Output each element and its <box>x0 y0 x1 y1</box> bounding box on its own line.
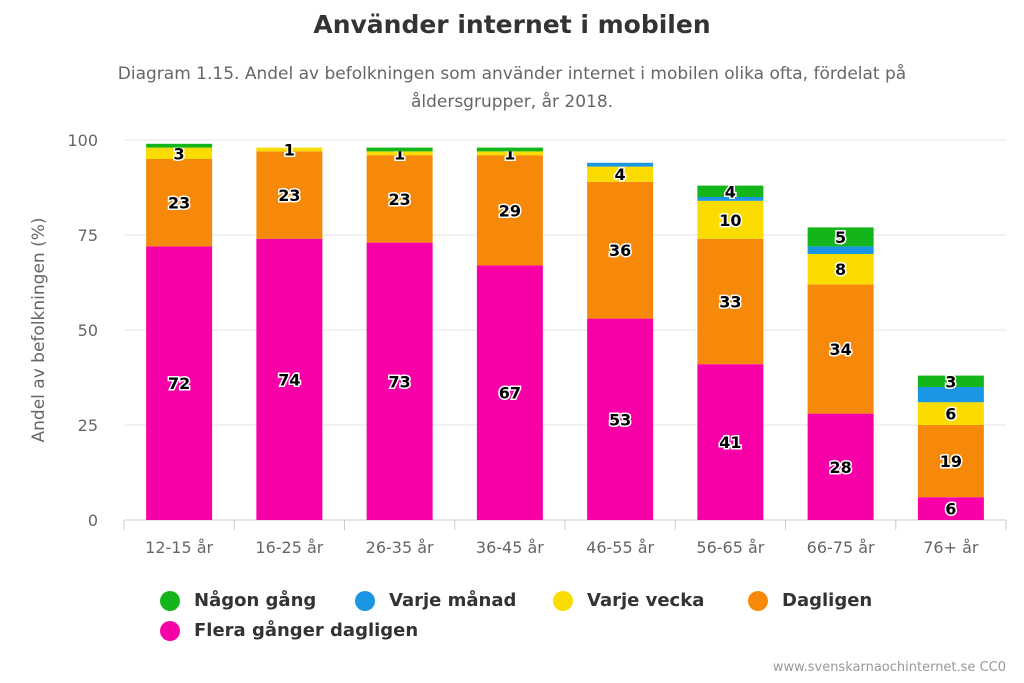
data-label: 6 <box>945 405 956 424</box>
data-label: 41 <box>719 433 741 452</box>
bar-segment <box>256 238 323 521</box>
data-label: 3 <box>945 372 956 391</box>
bar-segment <box>917 387 984 403</box>
bar-segment <box>476 265 543 520</box>
legend-label: Varje vecka <box>587 590 705 611</box>
y-tick-label: 25 <box>78 416 98 435</box>
bar-segment <box>476 147 543 152</box>
bar-segment <box>807 413 874 520</box>
y-tick-label: 0 <box>88 511 98 530</box>
bar-segment <box>807 246 874 254</box>
bar-segment <box>697 197 764 201</box>
data-label: 28 <box>829 458 851 477</box>
x-tick-label: 56-65 år <box>696 538 764 557</box>
data-label: 5 <box>835 228 846 247</box>
legend-item-flera-ganger-dagligen[interactable]: Flera gånger dagligen <box>160 620 418 641</box>
data-label: 1 <box>504 144 515 163</box>
legend-swatch-varje-vecka <box>553 590 573 611</box>
bar-segment <box>697 238 764 365</box>
bar-segment <box>697 185 764 197</box>
bar-segment <box>476 155 543 266</box>
data-label: 23 <box>278 186 300 205</box>
legend-label: Flera gånger dagligen <box>194 620 419 641</box>
legend-label: Någon gång <box>194 590 317 611</box>
bar-segment <box>366 151 433 156</box>
data-label: 8 <box>835 260 846 279</box>
bar-segment <box>146 147 213 159</box>
bar-segment <box>476 151 543 156</box>
source-credit[interactable]: www.svenskarnaochinternet.se CC0 <box>772 660 1006 675</box>
data-label: 36 <box>609 241 631 260</box>
data-label: 1 <box>284 141 295 160</box>
x-tick-label: 12-15 år <box>145 538 213 557</box>
x-tick-label: 66-75 år <box>807 538 875 557</box>
legend-item-dagligen[interactable]: Dagligen <box>748 590 872 611</box>
bar-segment <box>366 147 433 152</box>
legend-label: Dagligen <box>782 590 873 611</box>
data-label: 23 <box>168 194 190 213</box>
y-tick-label: 100 <box>67 131 98 150</box>
x-tick-label: 26-35 år <box>366 538 434 557</box>
bar-segment <box>146 246 213 520</box>
bar-segment <box>366 242 433 520</box>
data-label: 4 <box>615 165 626 184</box>
bar-segment <box>146 159 213 247</box>
bar-segment <box>917 425 984 498</box>
legend-label: Varje månad <box>389 590 517 611</box>
x-tick-label: 76+ år <box>923 538 979 557</box>
legend-swatch-flera-ganger-dagligen <box>160 620 180 641</box>
data-label: 3 <box>174 144 185 163</box>
chart-title: Använder internet i mobilen <box>313 10 711 39</box>
x-tick-label: 36-45 år <box>476 538 544 557</box>
data-label: 74 <box>278 370 300 389</box>
bar-segment <box>807 227 874 247</box>
x-tick-label: 16-25 år <box>255 538 323 557</box>
data-label: 67 <box>499 384 521 403</box>
data-label: 29 <box>499 201 521 220</box>
data-label: 53 <box>609 410 631 429</box>
bar-segment <box>587 318 654 520</box>
bar-segment <box>587 181 654 319</box>
legend-swatch-nagon-gang <box>160 590 180 611</box>
bar-segment <box>256 151 323 239</box>
bar-segment <box>697 200 764 239</box>
data-label: 34 <box>829 340 851 359</box>
legend-swatch-varje-manad <box>355 590 375 611</box>
bar-segment <box>917 497 984 520</box>
chart-subtitle: Diagram 1.15. Andel av befolkningen som … <box>117 64 907 112</box>
legend-swatch-dagligen <box>748 590 768 611</box>
data-label: 1 <box>394 144 405 163</box>
bar-segment <box>807 284 874 414</box>
y-tick-label: 50 <box>78 321 98 340</box>
data-label: 4 <box>725 182 736 201</box>
bar-segment <box>256 147 323 152</box>
x-tick-label: 46-55 år <box>586 538 654 557</box>
bar-segment <box>146 143 213 148</box>
legend-item-nagon-gang[interactable]: Någon gång <box>160 590 316 611</box>
bar-segment <box>587 162 654 167</box>
bar-segment <box>917 375 984 387</box>
bar-segment <box>917 402 984 425</box>
y-tick-label: 75 <box>78 226 98 245</box>
data-label: 73 <box>388 372 410 391</box>
legend-item-varje-manad[interactable]: Varje månad <box>355 590 516 611</box>
data-label: 23 <box>388 190 410 209</box>
data-label: 6 <box>945 500 956 519</box>
bar-segment <box>807 254 874 285</box>
data-label: 33 <box>719 293 741 312</box>
data-label: 72 <box>168 374 190 393</box>
data-label: 19 <box>940 452 962 471</box>
legend-item-varje-vecka[interactable]: Varje vecka <box>553 590 704 611</box>
bar-segment <box>697 364 764 520</box>
data-label: 10 <box>719 211 741 230</box>
bar-segment <box>366 155 433 243</box>
bar-segment <box>587 166 654 182</box>
y-axis-label: Andel av befolkningen (%) <box>29 218 49 443</box>
